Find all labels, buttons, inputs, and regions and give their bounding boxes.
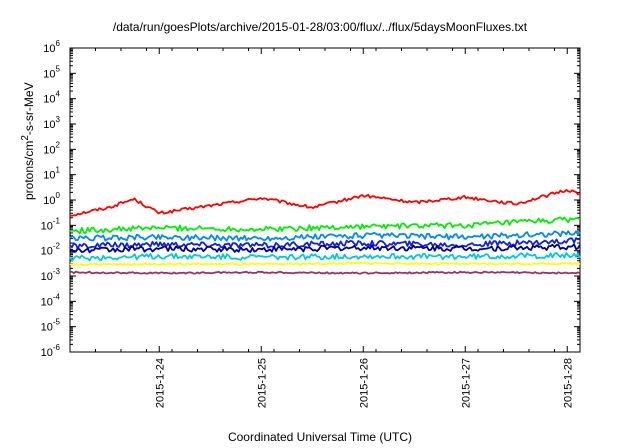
x-tick-label: 2015-1-27 bbox=[460, 358, 472, 408]
y-tick-label: 105 bbox=[43, 64, 60, 80]
y-tick-label: 10-4 bbox=[41, 292, 61, 308]
y-tick-label: 10-2 bbox=[41, 242, 61, 258]
x-tick-label: 2015-1-25 bbox=[256, 358, 268, 408]
y-tick-label: 103 bbox=[43, 115, 60, 131]
series-line-4 bbox=[70, 243, 581, 254]
series-line-7 bbox=[69, 270, 581, 275]
x-tick-label: 2015-1-24 bbox=[154, 358, 166, 408]
y-tick-label: 10-3 bbox=[41, 267, 61, 283]
y-tick-label: 101 bbox=[43, 166, 60, 182]
x-tick-label: 2015-1-26 bbox=[358, 358, 370, 408]
x-axis-label: Coordinated Universal Time (UTC) bbox=[227, 430, 413, 444]
chart-title: /data/run/goesPlots/archive/2015-01-28/0… bbox=[112, 20, 528, 34]
y-tick-label: 104 bbox=[43, 90, 60, 106]
y-tick-label: 10-5 bbox=[41, 318, 61, 334]
series-line-5 bbox=[69, 252, 581, 262]
y-tick-label: 10-6 bbox=[41, 343, 61, 359]
series-line-2 bbox=[69, 230, 581, 242]
y-tick-label: 102 bbox=[43, 140, 60, 156]
plot-frame bbox=[69, 47, 581, 353]
y-tick-label: 106 bbox=[43, 39, 60, 55]
y-tick-label: 10-1 bbox=[41, 216, 61, 232]
y-tick-label: 100 bbox=[43, 191, 60, 207]
series-line-0 bbox=[69, 189, 581, 217]
series-line-6 bbox=[69, 261, 581, 267]
x-tick-label: 2015-1-28 bbox=[562, 358, 574, 408]
series-line-1 bbox=[69, 216, 581, 235]
